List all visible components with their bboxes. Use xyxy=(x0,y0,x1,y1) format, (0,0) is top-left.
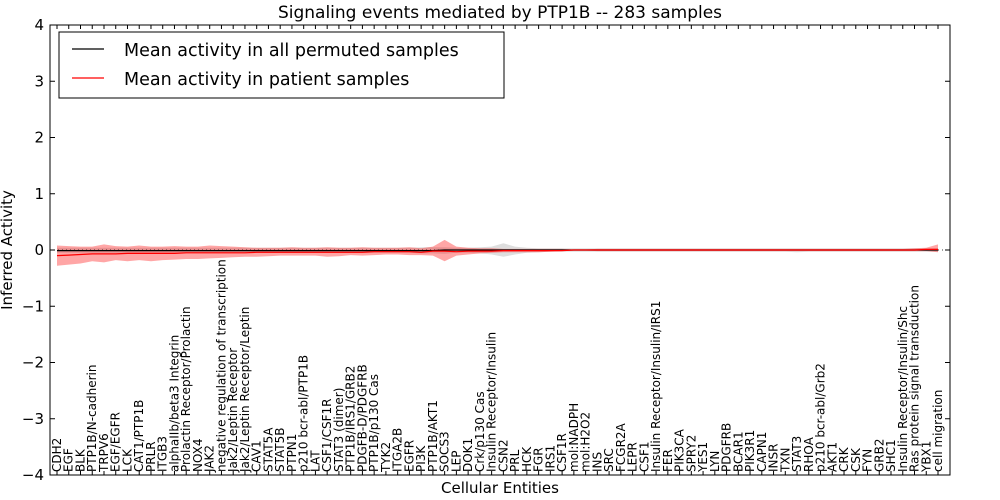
x-tick-label: CAT1/PTP1B xyxy=(132,400,146,472)
y-tick-label: −4 xyxy=(22,466,44,484)
x-tick-label: SRC xyxy=(602,448,616,472)
x-tick-label: DOK1 xyxy=(461,438,475,472)
x-tick-label: LEPR xyxy=(626,442,640,472)
x-tick-label: EGF xyxy=(62,448,76,472)
x-tick-label: FER xyxy=(661,449,675,472)
x-tick-label: Jak2/Leptin Receptor xyxy=(226,348,240,473)
x-tick-label: FGR xyxy=(532,447,546,472)
y-tick-label: 2 xyxy=(34,129,44,147)
x-tick-label: cell migration xyxy=(931,390,945,472)
x-tick-label: PTP1B/AKT1 xyxy=(426,400,440,472)
x-tick-label: CRK xyxy=(837,446,851,472)
chart-title: Signaling events mediated by PTP1B -- 28… xyxy=(278,3,722,23)
y-axis-label: Inferred Activity xyxy=(0,190,16,310)
x-tick-label: LCK xyxy=(121,448,135,472)
x-tick-label: ITGB3 xyxy=(156,436,170,472)
x-axis-label: Cellular Entities xyxy=(441,479,559,497)
x-tick-label: CAV1 xyxy=(250,440,264,472)
x-tick-label: Insulin Receptor/Insulin/IRS1 xyxy=(649,301,663,472)
x-tick-label: PIK3CA xyxy=(673,428,687,472)
y-tick-label: 1 xyxy=(34,185,44,203)
x-tick-label: STAT3 xyxy=(790,436,804,472)
x-tick-label: PRLR xyxy=(144,441,158,472)
x-tick-label: NOX4 xyxy=(191,438,205,472)
x-tick-label: PRL xyxy=(508,449,522,472)
x-tick-label: PDGFRB xyxy=(720,423,734,472)
x-tick-label: PIK3R1 xyxy=(743,430,757,472)
x-tick-label: IRS1 xyxy=(543,445,557,472)
y-tick-label: 0 xyxy=(34,241,44,259)
x-tick-label: CSK xyxy=(849,447,863,472)
x-tick-label: STAT3 (dimer) xyxy=(332,388,346,472)
x-tick-label: EGFR xyxy=(402,440,416,472)
x-tick-label: SPRY2 xyxy=(684,435,698,472)
x-tick-label: mol:H2O2 xyxy=(579,412,593,472)
x-tick-label: PTP1B/N-cadherin xyxy=(85,365,99,472)
x-tick-label: INSR xyxy=(767,444,781,472)
x-tick-label: YBX1 xyxy=(919,441,933,473)
x-tick-label: PTP1B/IRS1/GRB2 xyxy=(344,366,358,472)
x-tick-label: FCGR2A xyxy=(614,422,628,472)
x-tick-label: HCK xyxy=(520,446,534,472)
x-tick-label: alphaIIb/beta3 Integrin xyxy=(168,335,182,472)
x-tick-label: STAT5B xyxy=(273,428,287,473)
x-tick-label: ITGA2B xyxy=(391,428,405,472)
x-tick-label: PTPN1 xyxy=(285,434,299,472)
x-tick-label: CSF1/CSF1R xyxy=(320,399,334,472)
legend-box xyxy=(58,31,505,99)
x-tick-label: GRB2 xyxy=(872,438,886,472)
y-tick-label: −2 xyxy=(22,354,44,372)
x-tick-label: CSF1 xyxy=(637,441,651,472)
x-tick-label: RHOA xyxy=(802,436,816,472)
x-tick-label: Insulin Receptor/Insulin/Shc xyxy=(896,306,910,472)
x-tick-label: BCAR1 xyxy=(731,431,745,472)
x-tick-label: negative regulation of transcription xyxy=(215,259,229,472)
x-tick-label: p210 bcr-abl/Grb2 xyxy=(814,363,828,472)
x-tick-label: AKT1 xyxy=(825,442,839,472)
x-tick-label: Insulin Receptor/Insulin xyxy=(485,332,499,472)
series-lines xyxy=(56,248,938,257)
x-tick-label: PDGFB-D/PDGFRB xyxy=(355,364,369,472)
x-tick-label: FYN xyxy=(861,449,875,472)
x-tick-label: LYN xyxy=(708,451,722,472)
x-tick-label: mol:NADPH xyxy=(567,403,581,472)
y-axis: −4 −3 −2 −1 0 1 2 3 4 xyxy=(22,16,950,484)
x-tick-label: CDH2 xyxy=(50,438,64,472)
x-axis: CDH2EGFBLKPTP1B/N-cadherinTRPV6EGF/EGFRL… xyxy=(50,25,945,475)
x-tick-label: CAPN1 xyxy=(755,432,769,472)
x-tick-label: STAT5A xyxy=(261,427,275,472)
x-tick-label: INS xyxy=(590,452,604,472)
x-tick-label: PTP1B/p130 Cas xyxy=(367,374,381,472)
x-tick-label: TRPV6 xyxy=(97,433,111,473)
series-line-1 xyxy=(56,248,938,257)
x-tick-label: PI3K xyxy=(414,445,428,472)
x-tick-label: CSF1R xyxy=(555,433,569,472)
legend-label-permuted: Mean activity in all permuted samples xyxy=(124,41,459,61)
x-tick-label: SHC1 xyxy=(884,439,898,472)
x-tick-label: CSN2 xyxy=(496,439,510,472)
x-tick-label: p210 bcr-abl/PTP1B xyxy=(297,355,311,472)
x-tick-label: EGF/EGFR xyxy=(109,412,123,472)
x-tick-label: SOCS3 xyxy=(438,431,452,472)
x-tick-label: Jak2/Leptin Receptor/Leptin xyxy=(238,307,252,473)
legend: Mean activity in all permuted samples Me… xyxy=(58,31,505,99)
x-tick-label: Crk/p130 Cas xyxy=(473,391,487,472)
x-tick-label: TXN xyxy=(778,447,792,473)
x-tick-label: BLK xyxy=(74,448,88,472)
x-tick-label: Prolactin Receptor/Prolactin xyxy=(179,306,193,472)
legend-label-patient: Mean activity in patient samples xyxy=(124,70,409,90)
y-tick-label: 4 xyxy=(34,16,44,34)
x-tick-label: YES1 xyxy=(696,442,710,473)
x-tick-label: Ras protein signal transduction xyxy=(908,285,922,472)
x-tick-label: LEP xyxy=(449,450,463,472)
x-tick-label: LAT xyxy=(308,450,322,472)
y-tick-label: −1 xyxy=(22,297,44,315)
y-tick-label: −3 xyxy=(22,410,44,428)
x-tick-label: TYK2 xyxy=(379,442,393,473)
x-tick-label: JAK2 xyxy=(203,445,217,473)
y-tick-label: 3 xyxy=(34,72,44,90)
